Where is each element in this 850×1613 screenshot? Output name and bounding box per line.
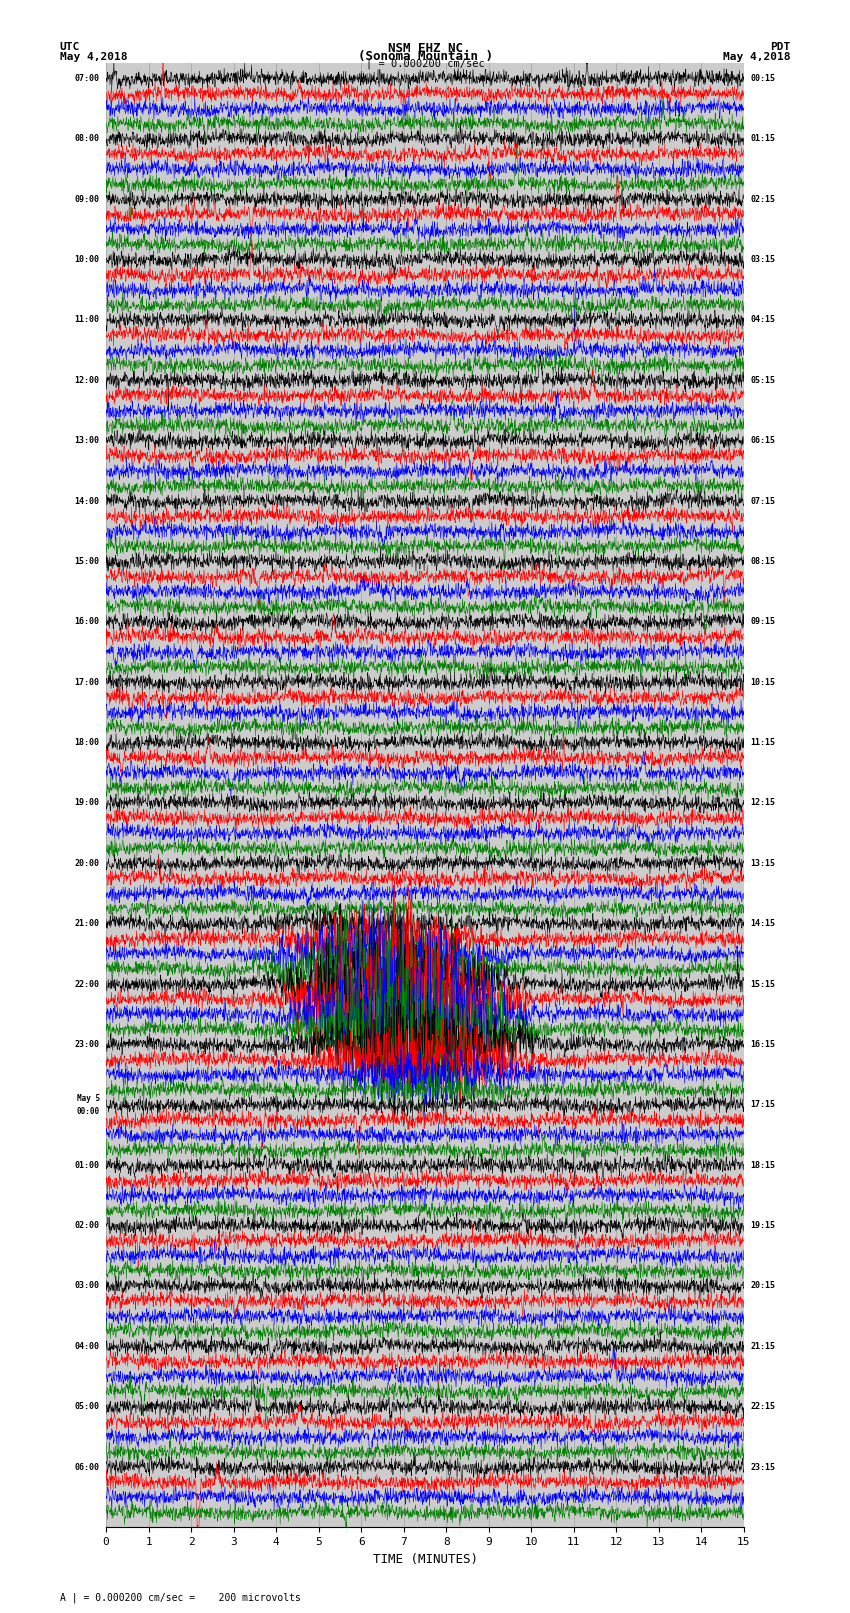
Text: 13:15: 13:15 [751, 858, 775, 868]
Text: 20:15: 20:15 [751, 1281, 775, 1290]
Text: 20:00: 20:00 [75, 858, 99, 868]
Text: 10:00: 10:00 [75, 255, 99, 265]
Text: 00:15: 00:15 [751, 74, 775, 82]
Text: A | = 0.000200 cm/sec =    200 microvolts: A | = 0.000200 cm/sec = 200 microvolts [60, 1592, 300, 1603]
Text: 18:15: 18:15 [751, 1161, 775, 1169]
Text: 22:15: 22:15 [751, 1402, 775, 1411]
X-axis label: TIME (MINUTES): TIME (MINUTES) [372, 1553, 478, 1566]
Text: 07:00: 07:00 [75, 74, 99, 82]
Text: May 5: May 5 [76, 1094, 99, 1103]
Text: 06:00: 06:00 [75, 1463, 99, 1471]
Text: 21:00: 21:00 [75, 919, 99, 927]
Text: 03:15: 03:15 [751, 255, 775, 265]
Text: PDT: PDT [770, 42, 790, 52]
Text: 07:15: 07:15 [751, 497, 775, 505]
Text: UTC: UTC [60, 42, 80, 52]
Text: 08:15: 08:15 [751, 556, 775, 566]
Text: 12:15: 12:15 [751, 798, 775, 808]
Text: 05:15: 05:15 [751, 376, 775, 386]
Text: | = 0.000200 cm/sec: | = 0.000200 cm/sec [366, 58, 484, 69]
Text: NSM EHZ NC: NSM EHZ NC [388, 42, 462, 55]
Text: 05:00: 05:00 [75, 1402, 99, 1411]
Text: 19:00: 19:00 [75, 798, 99, 808]
Text: 03:00: 03:00 [75, 1281, 99, 1290]
Text: 06:15: 06:15 [751, 436, 775, 445]
Text: 02:15: 02:15 [751, 195, 775, 203]
Text: 13:00: 13:00 [75, 436, 99, 445]
Text: 14:00: 14:00 [75, 497, 99, 505]
Text: 17:15: 17:15 [751, 1100, 775, 1110]
Text: 11:00: 11:00 [75, 316, 99, 324]
Text: 23:15: 23:15 [751, 1463, 775, 1471]
Text: May 4,2018: May 4,2018 [723, 52, 791, 61]
Text: 04:15: 04:15 [751, 316, 775, 324]
Text: 10:15: 10:15 [751, 677, 775, 687]
Text: 11:15: 11:15 [751, 739, 775, 747]
Text: (Sonoma Mountain ): (Sonoma Mountain ) [358, 50, 492, 63]
Text: 00:00: 00:00 [76, 1107, 99, 1116]
Text: 01:00: 01:00 [75, 1161, 99, 1169]
Text: 16:15: 16:15 [751, 1040, 775, 1048]
Text: 02:00: 02:00 [75, 1221, 99, 1231]
Text: 09:00: 09:00 [75, 195, 99, 203]
Text: 23:00: 23:00 [75, 1040, 99, 1048]
Text: 16:00: 16:00 [75, 618, 99, 626]
Text: 12:00: 12:00 [75, 376, 99, 386]
Text: 22:00: 22:00 [75, 979, 99, 989]
Text: 15:00: 15:00 [75, 556, 99, 566]
Text: 21:15: 21:15 [751, 1342, 775, 1350]
Text: 04:00: 04:00 [75, 1342, 99, 1350]
Text: 18:00: 18:00 [75, 739, 99, 747]
Text: 14:15: 14:15 [751, 919, 775, 927]
Text: May 4,2018: May 4,2018 [60, 52, 127, 61]
Text: 08:00: 08:00 [75, 134, 99, 144]
Text: 15:15: 15:15 [751, 979, 775, 989]
Text: 17:00: 17:00 [75, 677, 99, 687]
Text: 19:15: 19:15 [751, 1221, 775, 1231]
Text: 09:15: 09:15 [751, 618, 775, 626]
Text: 01:15: 01:15 [751, 134, 775, 144]
